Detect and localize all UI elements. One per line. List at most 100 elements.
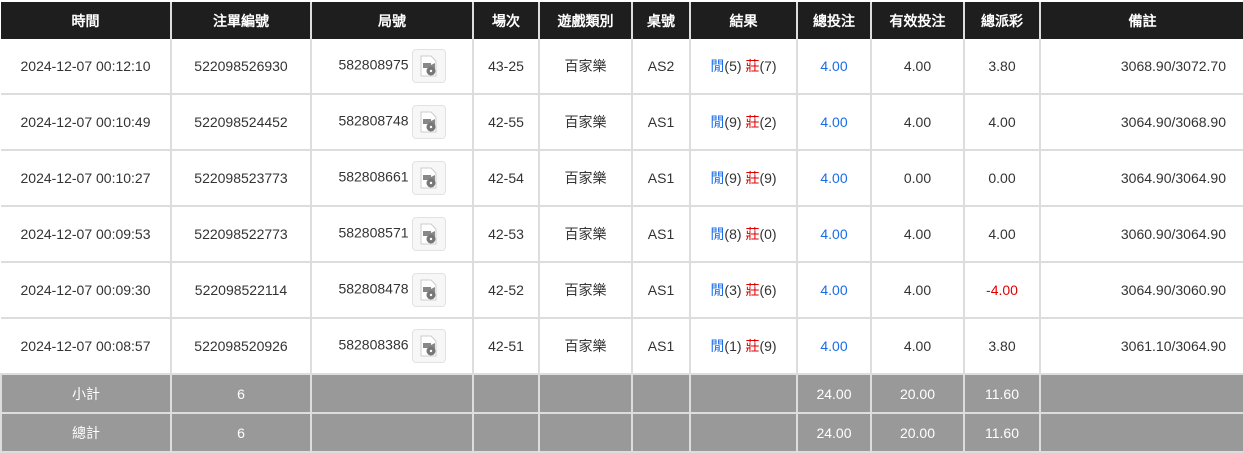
total-bet-cell[interactable]: 4.00 (796, 318, 871, 375)
note-cell: 3064.90/3064.90 (1039, 150, 1243, 207)
video-file-icon[interactable] (411, 217, 446, 251)
header-valid-bet: 有效投注 (870, 2, 964, 39)
payout-cell: 0.00 (963, 150, 1040, 207)
valid-bet-cell: 4.00 (870, 206, 964, 263)
valid-bet-cell: 4.00 (870, 94, 964, 151)
round-number: 582808478 (338, 280, 409, 297)
note-cell: 3061.10/3064.90 (1039, 318, 1243, 375)
banker-label: 莊 (745, 282, 760, 298)
total-bet-cell[interactable]: 4.00 (796, 39, 871, 95)
shoe-cell: 42-52 (472, 262, 539, 319)
video-file-icon[interactable] (411, 105, 446, 139)
header-time: 時間 (1, 2, 171, 39)
game-type-cell: 百家樂 (538, 94, 632, 151)
round-cell: 582808386 (310, 318, 473, 375)
subtotal-label: 小計 (0, 374, 171, 414)
round-number: 582808571 (338, 224, 409, 241)
payout-cell: 3.80 (963, 318, 1040, 375)
subtotal-row: 小計 6 24.00 20.00 11.60 (0, 374, 1243, 414)
total-bet-cell[interactable]: 4.00 (796, 206, 871, 263)
round-cell: 582808478 (310, 262, 473, 319)
table-row: 2024-12-07 00:10:27 522098523773 5828086… (1, 150, 1243, 207)
bet-id-cell: 522098526930 (170, 39, 311, 95)
result-cell: 閒(8) 莊(0) (689, 206, 797, 263)
shoe-cell: 42-55 (472, 94, 539, 151)
banker-score: (7) (759, 58, 777, 74)
header-payout: 總派彩 (963, 2, 1040, 39)
round-number: 582808975 (338, 56, 409, 73)
game-type-cell: 百家樂 (538, 150, 632, 207)
bet-id-cell: 522098520926 (170, 318, 311, 375)
bet-id-cell: 522098522114 (170, 262, 311, 319)
subtotal-valid: 20.00 (870, 374, 964, 414)
game-type-cell: 百家樂 (538, 318, 632, 375)
table-no-cell: AS1 (631, 318, 690, 375)
player-label: 閒 (710, 282, 725, 298)
video-file-icon[interactable] (411, 49, 446, 83)
table-no-cell: AS1 (631, 94, 690, 151)
shoe-cell: 42-51 (472, 318, 539, 375)
player-label: 閒 (710, 170, 725, 186)
player-score: (9) (724, 170, 742, 186)
video-file-icon[interactable] (411, 273, 446, 307)
player-score: (1) (724, 338, 742, 354)
note-cell: 3064.90/3060.90 (1039, 262, 1243, 319)
header-table-no: 桌號 (631, 2, 690, 39)
table-header-row: 時間 注單編號 局號 場次 遊戲類別 桌號 結果 總投注 有效投注 總派彩 備註 (1, 2, 1243, 39)
banker-label: 莊 (745, 226, 760, 242)
banker-score: (0) (759, 226, 777, 242)
note-cell: 3064.90/3068.90 (1039, 94, 1243, 151)
round-number: 582808748 (338, 112, 409, 129)
video-file-icon[interactable] (411, 329, 446, 363)
table-row: 2024-12-07 00:09:30 522098522114 5828084… (1, 262, 1243, 319)
banker-label: 莊 (745, 338, 760, 354)
time-cell: 2024-12-07 00:09:53 (1, 206, 171, 263)
banker-score: (2) (759, 114, 777, 130)
bet-id-cell: 522098524452 (170, 94, 311, 151)
valid-bet-cell: 0.00 (870, 150, 964, 207)
round-cell: 582808661 (310, 150, 473, 207)
valid-bet-cell: 4.00 (870, 262, 964, 319)
result-cell: 閒(1) 莊(9) (689, 318, 797, 375)
time-cell: 2024-12-07 00:09:30 (1, 262, 171, 319)
time-cell: 2024-12-07 00:12:10 (1, 39, 171, 95)
player-label: 閒 (710, 338, 725, 354)
shoe-cell: 42-53 (472, 206, 539, 263)
table-row: 2024-12-07 00:10:49 522098524452 5828087… (1, 94, 1243, 151)
time-cell: 2024-12-07 00:08:57 (1, 318, 171, 375)
table-no-cell: AS1 (631, 262, 690, 319)
table-row: 2024-12-07 00:12:10 522098526930 5828089… (1, 39, 1243, 95)
payout-cell: 4.00 (963, 206, 1040, 263)
player-score: (3) (724, 282, 742, 298)
payout-cell: -4.00 (963, 262, 1040, 319)
banker-label: 莊 (745, 170, 760, 186)
result-cell: 閒(9) 莊(9) (689, 150, 797, 207)
result-cell: 閒(9) 莊(2) (689, 94, 797, 151)
round-cell: 582808748 (310, 94, 473, 151)
payout-cell: 4.00 (963, 94, 1040, 151)
player-score: (5) (724, 58, 742, 74)
header-bet-id: 注單編號 (170, 2, 311, 39)
player-label: 閒 (710, 58, 725, 74)
game-type-cell: 百家樂 (538, 262, 632, 319)
table-row: 2024-12-07 00:09:53 522098522773 5828085… (1, 206, 1243, 263)
video-file-icon[interactable] (411, 161, 446, 195)
subtotal-payout: 11.60 (963, 374, 1040, 414)
result-cell: 閒(3) 莊(6) (689, 262, 797, 319)
game-type-cell: 百家樂 (538, 39, 632, 95)
bet-id-cell: 522098523773 (170, 150, 311, 207)
payout-cell: 3.80 (963, 39, 1040, 95)
player-label: 閒 (710, 114, 725, 130)
banker-label: 莊 (745, 58, 760, 74)
round-number: 582808661 (338, 168, 409, 185)
player-score: (9) (724, 114, 742, 130)
player-label: 閒 (710, 226, 725, 242)
total-bet-cell[interactable]: 4.00 (796, 94, 871, 151)
table-row: 2024-12-07 00:08:57 522098520926 5828083… (1, 318, 1243, 375)
header-result: 結果 (689, 2, 797, 39)
total-bet-cell[interactable]: 4.00 (796, 262, 871, 319)
total-bet-cell[interactable]: 4.00 (796, 150, 871, 207)
shoe-cell: 42-54 (472, 150, 539, 207)
subtotal-total: 24.00 (796, 374, 871, 414)
